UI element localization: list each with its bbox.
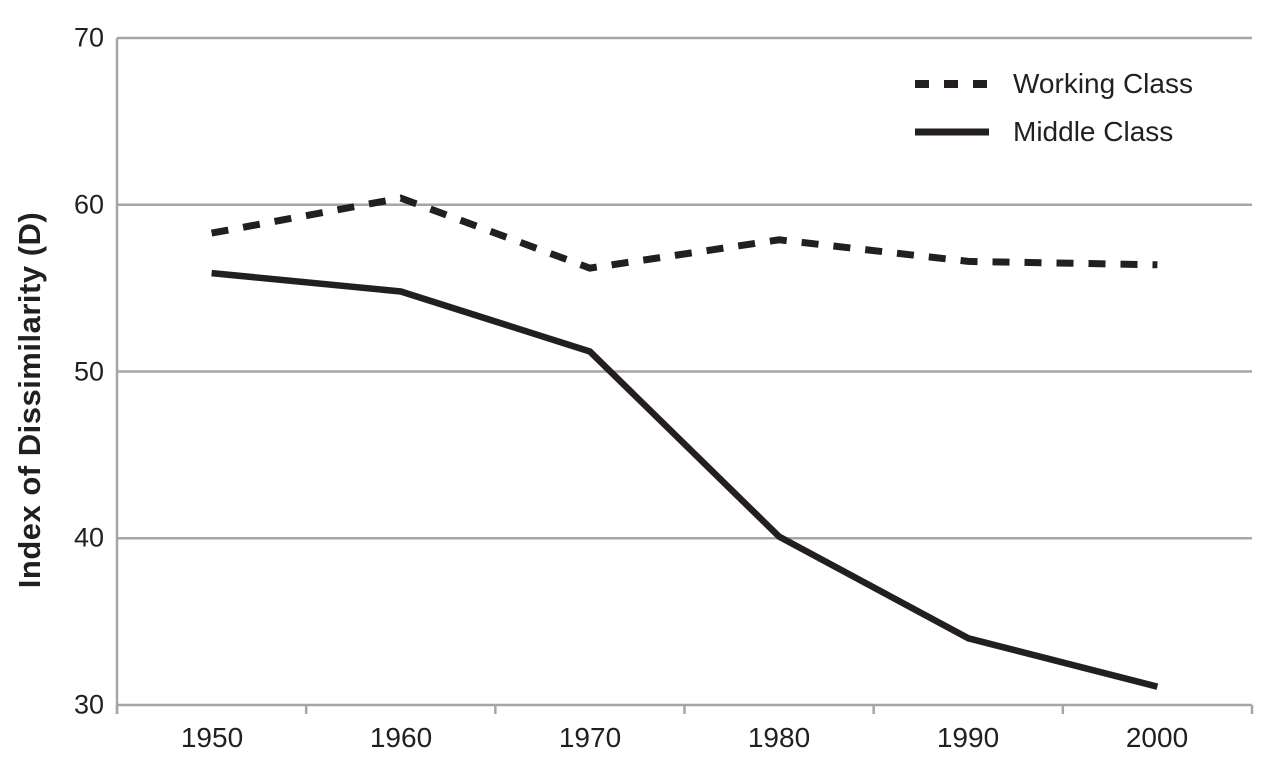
series-line-middle-class: [211, 269, 1159, 690]
dashed-line-sample-icon: [915, 80, 989, 88]
legend-item-working-class: Working Class: [915, 60, 1193, 108]
legend-item-middle-class: Middle Class: [915, 108, 1193, 156]
y-tick-label: 50: [73, 356, 104, 387]
y-tick-label: 30: [73, 689, 104, 720]
x-tick-label: 1970: [558, 722, 622, 753]
legend-label: Working Class: [1013, 68, 1193, 99]
solid-line-sample-icon: [915, 128, 989, 136]
y-tick-label: 40: [73, 522, 104, 553]
legend-label: Middle Class: [1013, 116, 1174, 147]
legend: Working Class Middle Class: [915, 60, 1193, 156]
x-tick-label: 2000: [1125, 722, 1189, 753]
x-tick-label: 1980: [747, 722, 811, 753]
x-tick-label: 1990: [936, 722, 1000, 753]
series-line-working-class: [210, 194, 1158, 272]
y-tick-label: 60: [73, 189, 104, 220]
y-tick-label: 70: [73, 22, 104, 53]
x-tick-label: 1960: [369, 722, 433, 753]
x-tick-label: 1950: [180, 722, 244, 753]
